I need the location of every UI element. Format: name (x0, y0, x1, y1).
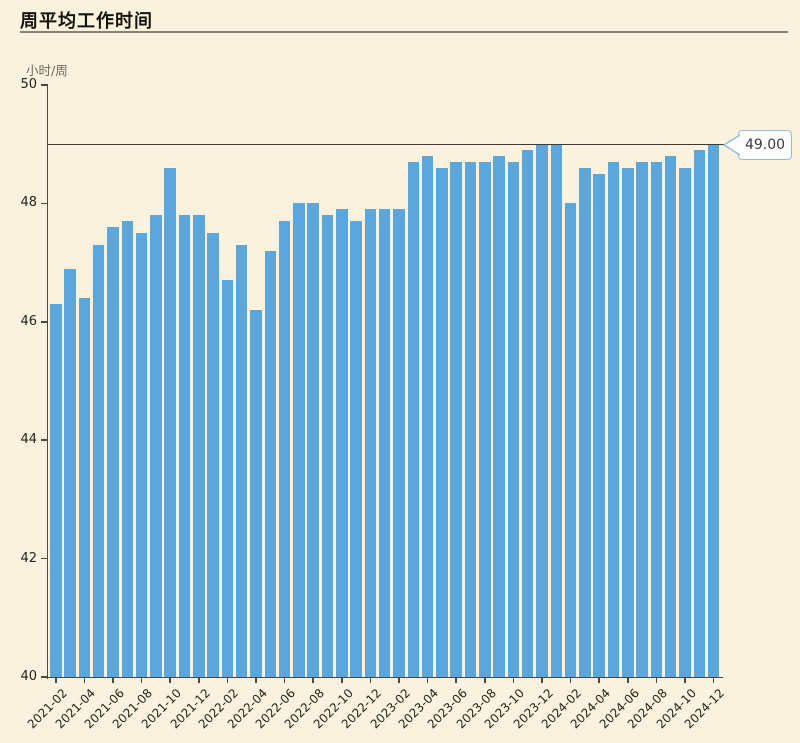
bar[interactable] (150, 215, 162, 677)
bar[interactable] (221, 280, 234, 677)
bar[interactable] (464, 161, 477, 677)
x-axis-tick (598, 677, 600, 683)
x-axis-tick (198, 677, 200, 683)
callout-tail-icon (723, 134, 740, 156)
bar[interactable] (336, 209, 348, 677)
x-axis-tick (112, 677, 114, 683)
bar[interactable] (250, 309, 262, 677)
bar[interactable] (493, 156, 505, 677)
bar[interactable] (364, 209, 377, 677)
bar[interactable] (436, 167, 448, 677)
bar[interactable] (507, 161, 520, 677)
x-axis-tick (226, 677, 229, 683)
y-axis-label: 40 (20, 669, 37, 684)
bar[interactable] (235, 244, 248, 677)
y-axis-unit-label: 小时/周 (26, 63, 68, 78)
bar[interactable] (421, 156, 434, 677)
bar[interactable] (607, 161, 620, 677)
bar[interactable] (479, 161, 491, 677)
x-axis-tick (541, 677, 543, 683)
bar[interactable] (564, 203, 577, 677)
y-axis-label: 42 (20, 550, 37, 566)
x-axis-tick (655, 677, 658, 683)
bar[interactable] (536, 144, 548, 677)
y-axis-label: 50 (20, 77, 37, 92)
y-axis-tick (41, 439, 48, 441)
callout-box: 49.00 (738, 130, 792, 160)
x-axis-tick (169, 677, 171, 683)
y-axis-line (46, 85, 48, 679)
bar[interactable] (107, 227, 119, 677)
bar[interactable] (593, 173, 605, 677)
bar[interactable] (193, 215, 205, 677)
bar[interactable] (622, 167, 634, 677)
x-axis-tick (484, 677, 486, 683)
x-axis-tick (140, 677, 143, 683)
x-axis-tick (283, 677, 286, 683)
bar[interactable] (307, 203, 319, 677)
title-separator (20, 31, 788, 33)
y-axis-label: 48 (20, 195, 37, 211)
x-axis-tick (398, 677, 400, 683)
x-axis-tick (569, 677, 572, 683)
bar[interactable] (579, 167, 591, 677)
x-axis-tick (712, 677, 715, 683)
x-axis-tick (512, 677, 515, 683)
page-title: 周平均工作时间 (20, 11, 153, 32)
bar[interactable] (393, 209, 405, 677)
bar[interactable] (321, 215, 334, 677)
x-axis-tick (55, 677, 57, 683)
y-axis-tick (41, 676, 48, 678)
bar[interactable] (350, 221, 362, 677)
bar[interactable] (121, 221, 133, 677)
y-axis-tick (41, 202, 48, 205)
bar[interactable] (707, 144, 720, 677)
x-axis-tick (426, 677, 429, 683)
x-axis-tick (83, 677, 86, 683)
bar[interactable] (679, 167, 691, 677)
bar[interactable] (378, 209, 391, 677)
y-axis-tick (41, 321, 48, 323)
y-axis-label: 46 (20, 313, 37, 329)
callout-value: 49.00 (744, 137, 786, 153)
x-axis-tick (455, 677, 457, 683)
bar[interactable] (693, 150, 705, 677)
x-axis-tick (684, 677, 686, 683)
x-axis-tick (369, 677, 372, 683)
bar[interactable] (264, 250, 276, 677)
bar[interactable] (521, 150, 534, 677)
bar[interactable] (178, 215, 191, 677)
y-axis-tick (41, 557, 48, 560)
bar[interactable] (278, 221, 291, 677)
bar[interactable] (550, 144, 562, 677)
bar[interactable] (64, 268, 76, 677)
x-axis-tick (627, 677, 629, 683)
bar[interactable] (636, 161, 648, 677)
x-axis-tick (341, 677, 343, 683)
bar[interactable] (78, 298, 91, 677)
bar[interactable] (293, 203, 305, 677)
bar[interactable] (407, 161, 419, 677)
bar[interactable] (92, 244, 105, 677)
x-axis-tick (255, 677, 257, 683)
y-axis-label: 44 (20, 432, 37, 448)
bar[interactable] (664, 156, 677, 677)
bar[interactable] (207, 233, 219, 677)
y-axis-tick (41, 84, 48, 86)
reference-line (48, 143, 725, 145)
x-axis-line (46, 676, 723, 678)
x-axis-tick (312, 677, 314, 683)
bar[interactable] (135, 233, 148, 677)
bar[interactable] (650, 161, 663, 677)
bar[interactable] (450, 161, 462, 677)
bar[interactable] (164, 167, 176, 677)
bar[interactable] (50, 304, 62, 677)
